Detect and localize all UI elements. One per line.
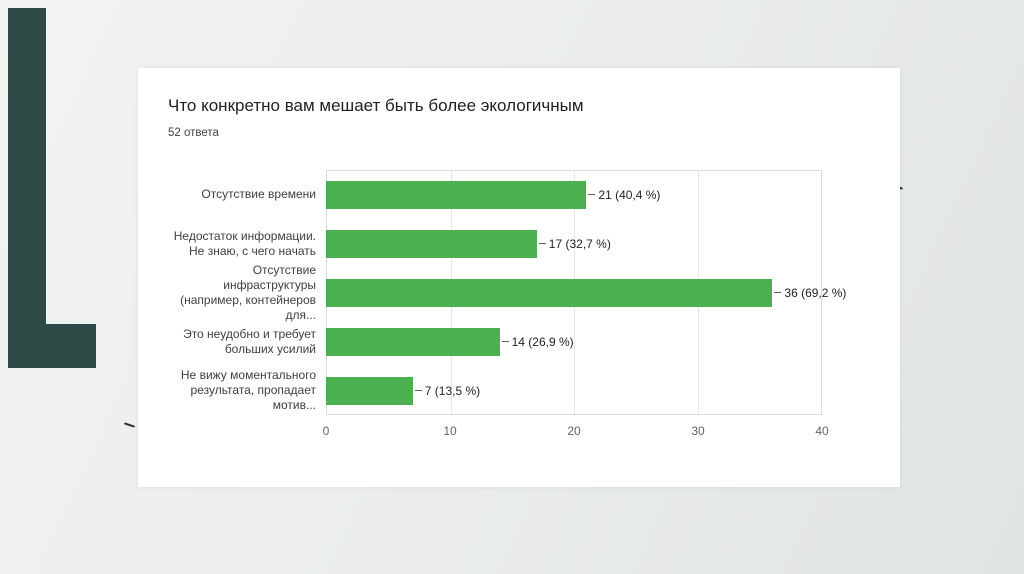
value-label: 14 (26,9 %) bbox=[502, 335, 574, 349]
chart-row: Это неудобно и требует больших усилий 14 … bbox=[168, 317, 822, 366]
category-label: Это неудобно и требует больших усилий bbox=[183, 326, 316, 356]
x-tick-label: 40 bbox=[815, 424, 829, 438]
accent-bar-horizontal bbox=[46, 324, 96, 368]
x-tick-label: 30 bbox=[691, 424, 705, 438]
bar bbox=[326, 327, 500, 356]
accent-bar-vertical bbox=[8, 8, 46, 368]
x-tick-label: 0 bbox=[322, 424, 330, 438]
bar-track: 36 (69,2 %) bbox=[326, 268, 846, 317]
bar-track: 7 (13,5 %) bbox=[326, 366, 822, 415]
x-axis: 0 10 20 30 40 bbox=[322, 415, 829, 441]
value-label: 36 (69,2 %) bbox=[774, 286, 846, 300]
value-label: 17 (32,7 %) bbox=[539, 237, 611, 251]
chart-row: Не вижу моментального результата, пропад… bbox=[168, 366, 822, 415]
bar bbox=[326, 376, 413, 405]
chart-row: Отсутствие времени 21 (40,4 %) bbox=[168, 170, 822, 219]
category-label: Недостаток информации. Не знаю, с чего н… bbox=[173, 228, 316, 258]
chart-row: Недостаток информации. Не знаю, с чего н… bbox=[168, 219, 822, 268]
category-label: Не вижу моментального результата, пропад… bbox=[180, 368, 316, 412]
chart-title: Что конкретно вам мешает быть более экол… bbox=[168, 96, 584, 115]
bar bbox=[326, 278, 773, 307]
chart-card: Что конкретно вам мешает быть более экол… bbox=[138, 68, 900, 487]
bar-chart: Отсутствие времени 21 (40,4 %) Недостаток … bbox=[168, 170, 900, 441]
stray-mark bbox=[123, 422, 136, 428]
plot-area: Отсутствие времени 21 (40,4 %) Недостаток … bbox=[168, 170, 846, 415]
value-label: 7 (13,5 %) bbox=[415, 384, 480, 398]
chart-subtitle: 52 ответа bbox=[168, 127, 219, 139]
x-tick-label: 20 bbox=[567, 424, 581, 438]
x-tick-label: 10 bbox=[443, 424, 457, 438]
category-label: Отсутствие времени bbox=[201, 187, 316, 201]
bar-track: 17 (32,7 %) bbox=[326, 219, 822, 268]
chart-row: Отсутствие инфраструктуры (например, кон… bbox=[168, 262, 846, 322]
bar bbox=[326, 229, 537, 258]
bar-track: 21 (40,4 %) bbox=[326, 170, 822, 219]
value-label: 21 (40,4 %) bbox=[588, 188, 660, 202]
bar bbox=[326, 180, 587, 209]
category-label: Отсутствие инфраструктуры (например, кон… bbox=[180, 262, 316, 322]
bar-track: 14 (26,9 %) bbox=[326, 317, 822, 366]
